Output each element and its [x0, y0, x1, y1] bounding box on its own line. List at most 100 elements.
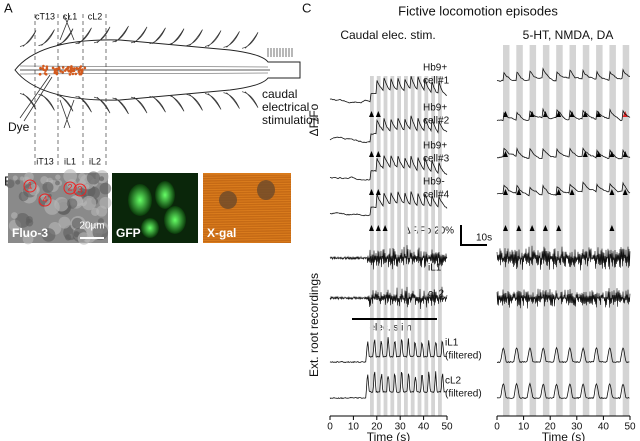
- labelled-cell: [83, 66, 87, 70]
- spike-marker: [369, 111, 374, 117]
- labelled-cell: [56, 67, 60, 70]
- x-tick-label: 40: [418, 422, 430, 433]
- spine: [75, 95, 92, 113]
- spine: [112, 97, 129, 115]
- texture: [66, 198, 78, 209]
- spine: [38, 29, 55, 46]
- texture: [96, 205, 108, 217]
- spike-marker: [596, 151, 602, 157]
- texture: [202, 232, 292, 234]
- texture: [97, 218, 104, 225]
- root-label: cL2: [428, 289, 445, 300]
- segment-label: iL1: [64, 156, 76, 166]
- panel-label: C: [302, 0, 311, 15]
- burst-stripe: [582, 45, 590, 416]
- segment-label: cL1: [63, 11, 78, 21]
- texture: [202, 196, 292, 199]
- root-recording: [329, 245, 448, 270]
- burst-stripe: [596, 45, 603, 416]
- texture: [202, 227, 292, 229]
- labelled-cell: [38, 72, 42, 76]
- texture: [99, 176, 105, 182]
- cell-label: Hb9+: [423, 63, 447, 74]
- texture: [202, 185, 292, 187]
- spine: [19, 93, 37, 110]
- cell-label: Hb9+: [423, 141, 447, 152]
- texture: [202, 230, 292, 233]
- stim-label: electrical: [262, 100, 309, 114]
- texture: [202, 203, 292, 206]
- texture: [202, 181, 292, 183]
- texture: [202, 217, 292, 219]
- spine: [19, 30, 37, 47]
- spike-marker: [375, 111, 381, 117]
- spike-marker: [622, 189, 628, 195]
- texture: [202, 191, 292, 194]
- labelled-cell: [74, 72, 78, 76]
- texture: [202, 176, 292, 178]
- roi-label: 3: [77, 184, 82, 194]
- texture: [41, 228, 56, 242]
- texture: [202, 178, 292, 180]
- labelled-cell: [77, 70, 81, 74]
- fluorescence-trace: [329, 115, 448, 144]
- spike-marker: [582, 151, 588, 157]
- x-axis-label: Time (s): [367, 430, 411, 441]
- image-label: X-gal: [207, 226, 236, 240]
- segment-label: iT13: [36, 156, 54, 166]
- fluorescence-trace: [329, 75, 448, 104]
- spine: [167, 28, 185, 46]
- filtered-trace: [329, 371, 448, 400]
- x-tick-label: 30: [571, 422, 583, 433]
- spike-marker: [556, 225, 562, 231]
- texture: [202, 219, 292, 221]
- texture: [55, 180, 60, 186]
- texture: [42, 181, 54, 193]
- labelled-cell: [72, 69, 75, 72]
- texture: [81, 195, 97, 211]
- texture: [63, 169, 78, 183]
- filtered-label: (filtered): [445, 351, 482, 362]
- spike-marker: [609, 151, 615, 157]
- x-axis-label: Time (s): [542, 430, 586, 441]
- cell-label: cell#4: [423, 190, 450, 201]
- segment-label: iL2: [89, 156, 101, 166]
- labelled-cell: [71, 72, 75, 76]
- texture: [54, 197, 69, 212]
- x-tick-label: 40: [598, 422, 610, 433]
- texture: [15, 179, 21, 185]
- spike-marker: [503, 189, 508, 195]
- spike-marker: [596, 111, 602, 117]
- burst-stripe: [370, 76, 374, 416]
- labelled-cell: [61, 66, 65, 69]
- electrode: [59, 14, 75, 129]
- labelled-cell: [44, 72, 48, 76]
- spine: [167, 94, 185, 112]
- texture: [202, 241, 292, 243]
- x-tick-label: 0: [327, 422, 333, 433]
- spike-marker: [369, 151, 374, 157]
- burst-stripe: [417, 76, 422, 416]
- scale-label: ΔF/Fo 20%: [404, 226, 454, 237]
- condition: Caudal elec. stim.: [340, 28, 435, 42]
- spike-marker: [556, 111, 562, 117]
- texture: [202, 210, 292, 212]
- labelled-cell: [66, 66, 70, 70]
- texture: [202, 205, 292, 207]
- spike-marker: [556, 189, 562, 195]
- labelled-cell: [51, 66, 55, 70]
- filtered-trace: [496, 346, 630, 364]
- segment-label: cT13: [35, 11, 55, 21]
- labelled-cell: [59, 70, 62, 73]
- texture: [24, 172, 34, 182]
- labelled-cell: [68, 73, 72, 76]
- roi-label: 2: [67, 182, 72, 192]
- filtered-label: cL2: [445, 376, 462, 387]
- texture: [58, 216, 71, 229]
- texture: [22, 233, 34, 245]
- cell-label: Hb9+: [423, 103, 447, 114]
- texture: [64, 234, 72, 241]
- texture: [202, 183, 292, 185]
- burst-stripe: [424, 76, 429, 416]
- spine: [130, 26, 148, 44]
